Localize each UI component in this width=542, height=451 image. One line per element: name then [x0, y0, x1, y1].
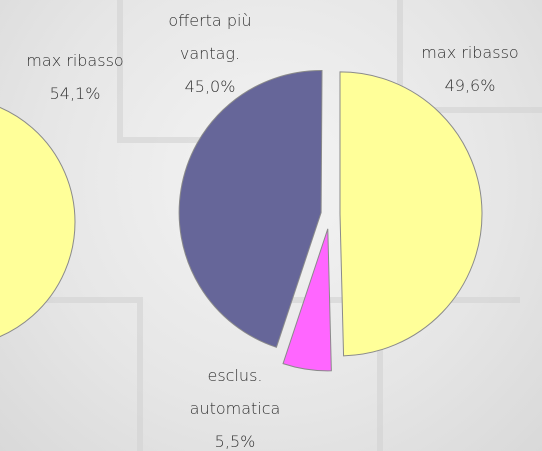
- slice-value: 54,1%: [49, 84, 101, 103]
- pie-slice: [282, 228, 332, 372]
- slice-name: max ribasso: [421, 43, 519, 62]
- slice-label: max ribasso 54,1%: [5, 44, 145, 110]
- slice-label: offerta più vantag. 45,0%: [148, 4, 273, 103]
- slice-value: 49,6%: [444, 76, 496, 95]
- slice-label: max ribasso 49,6%: [400, 36, 540, 102]
- slice-name: max ribasso: [26, 51, 124, 70]
- slice-value: 5,5%: [214, 432, 256, 451]
- slice-label: esclus. automatica 5,5%: [175, 359, 295, 451]
- slice-value: 45,0%: [184, 77, 236, 96]
- pie-slice: [0, 106, 76, 338]
- pie-slice: [178, 70, 323, 348]
- pie-slice: [339, 71, 483, 357]
- slice-name: offerta più vantag.: [168, 11, 252, 63]
- slice-name: esclus. automatica: [189, 366, 281, 418]
